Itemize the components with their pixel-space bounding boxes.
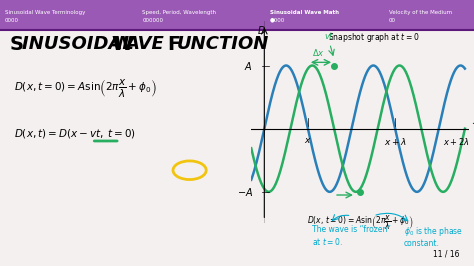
Text: Snapshot graph at $t = 0$: Snapshot graph at $t = 0$ — [328, 31, 419, 44]
Text: $\Delta x$: $\Delta x$ — [312, 47, 325, 58]
Text: $D(x,\,t=0) = A\sin\!\left(2\pi\dfrac{x}{\lambda}+\phi_0\right)$: $D(x,\,t=0) = A\sin\!\left(2\pi\dfrac{x}… — [307, 214, 413, 232]
Text: $D(x, t) = D(x - vt,\; t=0)$: $D(x, t) = D(x - vt,\; t=0)$ — [14, 127, 137, 139]
Text: 11 / 16: 11 / 16 — [433, 249, 460, 258]
Text: ●000: ●000 — [270, 18, 285, 23]
Text: AVE: AVE — [125, 35, 170, 53]
Text: 0000: 0000 — [5, 18, 19, 23]
Text: 00: 00 — [389, 18, 396, 23]
Text: $x + \lambda$: $x + \lambda$ — [383, 136, 407, 147]
Text: UNCTION: UNCTION — [176, 35, 269, 53]
Text: Sinusoidal Wave Terminology: Sinusoidal Wave Terminology — [5, 10, 85, 15]
Text: $D$: $D$ — [257, 24, 266, 36]
Text: Speed, Period, Wavelength: Speed, Period, Wavelength — [142, 10, 216, 15]
Text: $vt$: $vt$ — [325, 31, 335, 41]
Text: $A$: $A$ — [245, 60, 253, 72]
Text: $x + 2\lambda$: $x + 2\lambda$ — [443, 136, 470, 147]
Text: INUSOIDAL: INUSOIDAL — [22, 35, 140, 53]
Text: Velocity of the Medium: Velocity of the Medium — [389, 10, 452, 15]
Text: $x$: $x$ — [304, 136, 312, 145]
Text: F: F — [167, 35, 181, 53]
FancyBboxPatch shape — [0, 0, 474, 30]
Text: $D(x, t=0) = A\sin\!\left(2\pi\dfrac{x}{\lambda}+\phi_0\right)$: $D(x, t=0) = A\sin\!\left(2\pi\dfrac{x}{… — [14, 77, 157, 99]
Text: S: S — [9, 35, 24, 53]
Text: Sinusoidal Wave Math: Sinusoidal Wave Math — [270, 10, 339, 15]
Text: $\phi_0$ is the phase
constant.: $\phi_0$ is the phase constant. — [404, 225, 463, 248]
Text: $-A$: $-A$ — [237, 186, 253, 198]
Text: 000000: 000000 — [142, 18, 163, 23]
Text: $x$: $x$ — [472, 115, 474, 126]
Text: W: W — [111, 35, 133, 53]
Text: The wave is “frozen”
at $t = 0$.: The wave is “frozen” at $t = 0$. — [312, 225, 391, 247]
